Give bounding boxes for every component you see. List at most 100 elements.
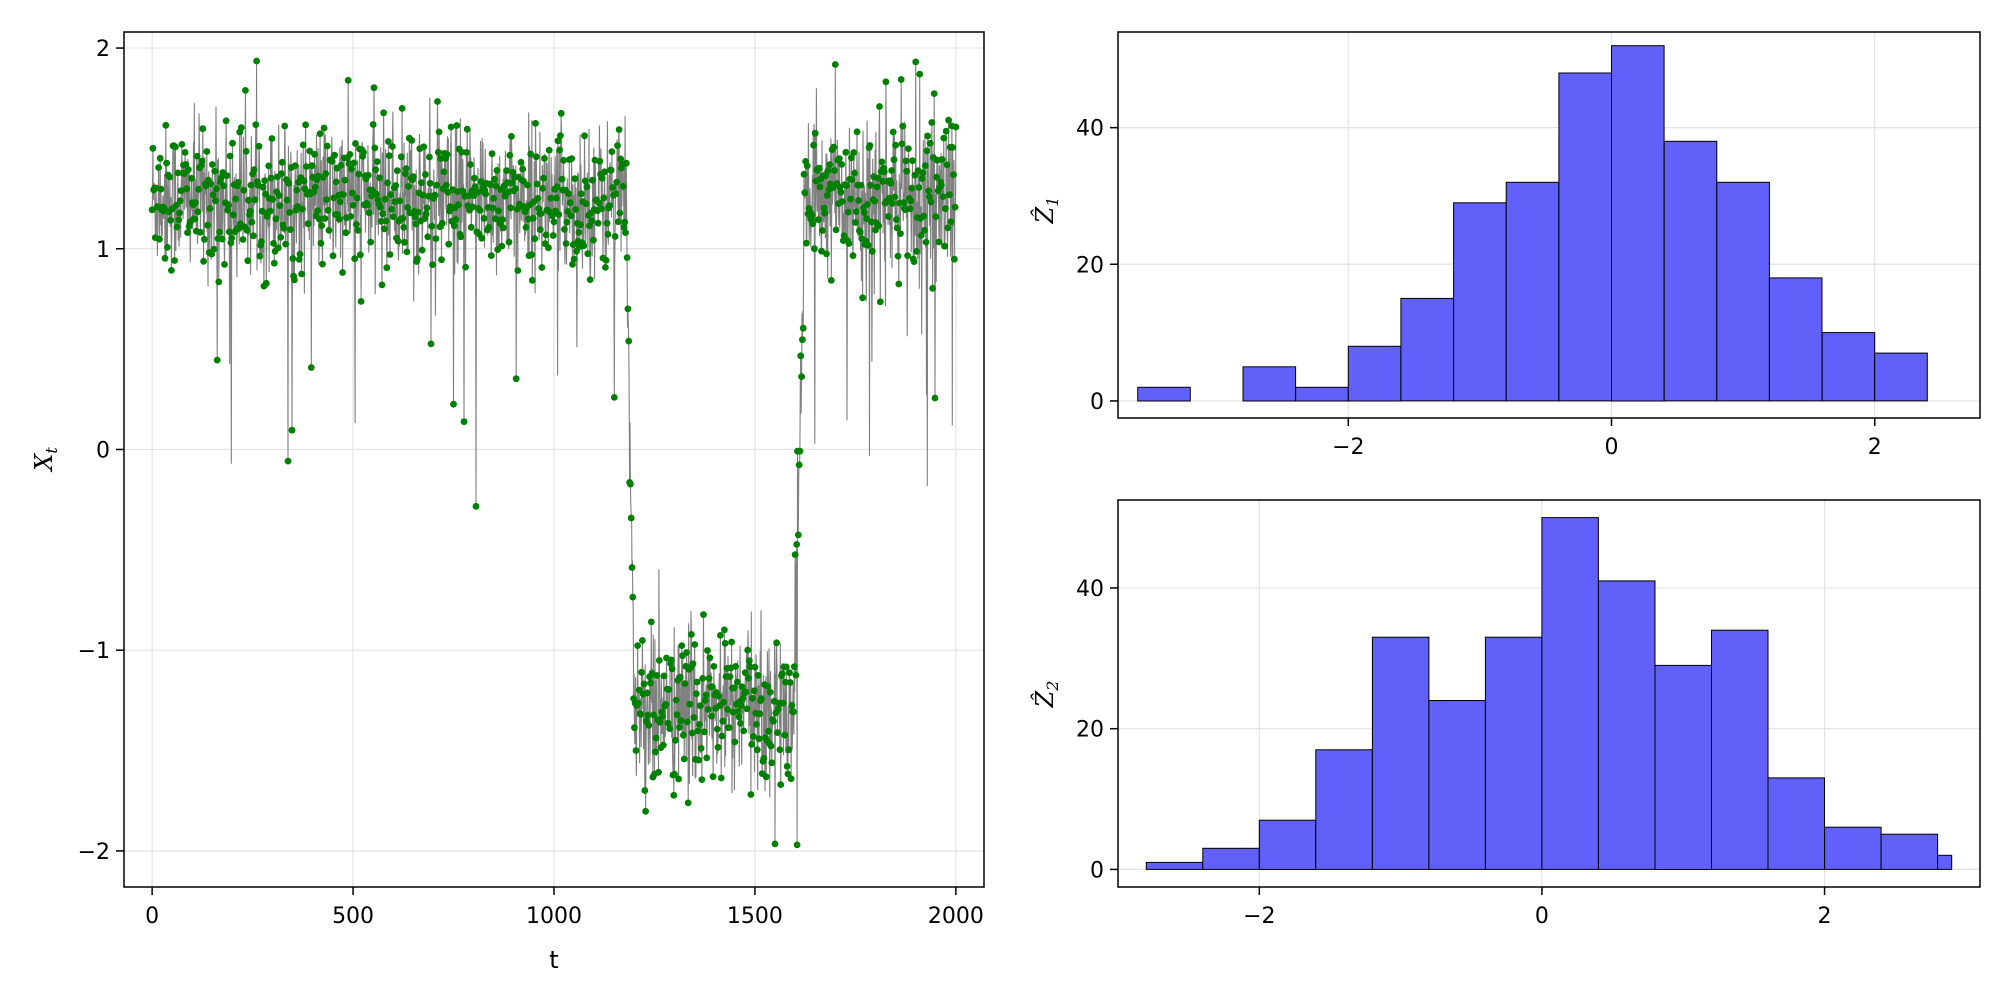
series-point bbox=[503, 167, 510, 175]
histogram-z2-x-tick-label: 0 bbox=[1535, 904, 1549, 929]
histogram-z2-bar bbox=[1598, 580, 1656, 870]
series-point bbox=[919, 169, 927, 177]
series-point bbox=[156, 235, 163, 243]
series-point bbox=[801, 189, 809, 197]
histogram-z1-bar bbox=[1137, 386, 1191, 402]
series-point bbox=[424, 233, 432, 241]
series-point bbox=[371, 144, 379, 152]
series-point bbox=[856, 228, 864, 236]
series-point bbox=[274, 244, 282, 252]
series-point bbox=[665, 686, 673, 693]
series-point bbox=[830, 143, 838, 151]
series-point bbox=[613, 178, 621, 186]
series-point bbox=[505, 238, 513, 246]
series-point bbox=[832, 226, 840, 234]
series-point bbox=[800, 170, 808, 178]
series-point bbox=[713, 725, 721, 733]
series-point bbox=[641, 787, 649, 794]
series-point bbox=[943, 161, 951, 169]
series-point bbox=[351, 255, 359, 263]
series-point bbox=[860, 209, 868, 217]
series-point bbox=[760, 754, 768, 762]
series-points bbox=[148, 57, 960, 849]
series-point bbox=[606, 202, 613, 210]
series-point bbox=[690, 714, 698, 721]
series-point bbox=[951, 203, 959, 211]
series-point bbox=[797, 352, 805, 360]
series-point bbox=[315, 215, 323, 223]
series-point bbox=[322, 170, 330, 178]
series-point bbox=[572, 206, 580, 213]
z2-label-main: Ẑ bbox=[1030, 689, 1059, 708]
series-point bbox=[603, 219, 611, 227]
series-point bbox=[689, 660, 697, 668]
series-point bbox=[504, 188, 512, 196]
series-point bbox=[277, 233, 285, 241]
series-point bbox=[555, 211, 563, 218]
series-point bbox=[764, 683, 772, 690]
series-point bbox=[405, 183, 412, 190]
series-point bbox=[168, 267, 175, 274]
series-point bbox=[323, 142, 331, 150]
series-point bbox=[609, 184, 617, 191]
z1-label-sub: 1 bbox=[1043, 197, 1062, 207]
series-point bbox=[826, 161, 834, 168]
series-point bbox=[725, 724, 733, 731]
time-series-x-tick-label: 1000 bbox=[526, 904, 582, 929]
histogram-z2-bar bbox=[1258, 819, 1317, 871]
series-point bbox=[225, 228, 233, 236]
series-point bbox=[610, 394, 618, 401]
series-point bbox=[770, 717, 777, 725]
series-point bbox=[213, 185, 220, 193]
series-point bbox=[908, 184, 916, 192]
series-point bbox=[377, 203, 384, 211]
series-point bbox=[553, 183, 561, 191]
series-point bbox=[438, 256, 445, 264]
series-point bbox=[178, 141, 186, 148]
series-point bbox=[704, 706, 712, 713]
series-point bbox=[885, 194, 893, 202]
series-point bbox=[680, 755, 688, 763]
series-point bbox=[192, 199, 199, 207]
series-point bbox=[426, 153, 433, 161]
series-point bbox=[900, 199, 907, 206]
series-point bbox=[608, 148, 616, 156]
series-point bbox=[270, 259, 278, 267]
series-point bbox=[737, 720, 744, 727]
series-point bbox=[340, 191, 347, 199]
histogram-z2-bar bbox=[1484, 636, 1543, 870]
series-point bbox=[342, 229, 350, 237]
series-point bbox=[488, 150, 496, 158]
series-point bbox=[285, 180, 293, 187]
series-point bbox=[749, 733, 757, 740]
series-point bbox=[796, 447, 804, 455]
series-point bbox=[357, 298, 365, 305]
y-label-main: X bbox=[30, 453, 58, 473]
series-point bbox=[878, 158, 886, 166]
series-point bbox=[445, 240, 453, 248]
series-point bbox=[923, 147, 931, 155]
series-point bbox=[311, 150, 318, 158]
series-point bbox=[512, 375, 520, 383]
series-point bbox=[672, 696, 680, 704]
series-point bbox=[499, 216, 506, 224]
series-point bbox=[774, 729, 781, 736]
series-point bbox=[615, 126, 623, 133]
series-point bbox=[234, 179, 242, 186]
series-point bbox=[700, 728, 708, 736]
series-point bbox=[524, 181, 531, 189]
series-point bbox=[942, 127, 950, 135]
series-point bbox=[639, 637, 646, 644]
series-point bbox=[324, 206, 332, 214]
series-point bbox=[913, 247, 920, 255]
series-point bbox=[350, 159, 358, 167]
series-point bbox=[341, 176, 349, 184]
histogram-z1-y-tick-label: 20 bbox=[1076, 253, 1104, 278]
series-point bbox=[721, 626, 728, 634]
series-point bbox=[799, 336, 806, 344]
series-point bbox=[708, 712, 715, 720]
histogram-z2-bar bbox=[1541, 517, 1599, 870]
series-point bbox=[222, 117, 230, 125]
series-point bbox=[634, 642, 641, 649]
